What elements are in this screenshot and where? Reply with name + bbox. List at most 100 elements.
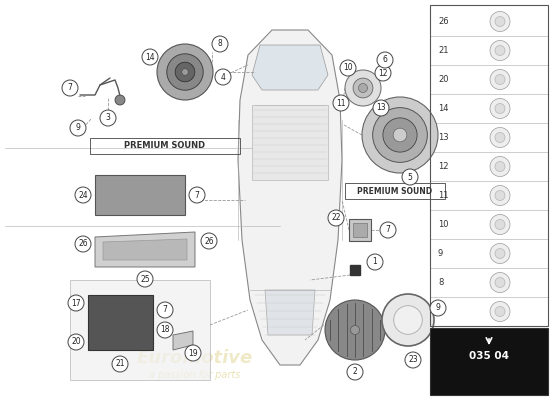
Circle shape <box>182 69 188 75</box>
Circle shape <box>359 84 367 92</box>
Text: 13: 13 <box>376 104 386 112</box>
Circle shape <box>393 128 407 142</box>
Circle shape <box>495 104 505 114</box>
Circle shape <box>100 110 116 126</box>
Circle shape <box>375 65 391 81</box>
Circle shape <box>373 108 427 162</box>
Bar <box>430 328 548 395</box>
Text: 1: 1 <box>373 258 377 266</box>
Text: 10: 10 <box>438 220 448 229</box>
Circle shape <box>157 302 173 318</box>
Circle shape <box>70 120 86 136</box>
Circle shape <box>490 98 510 118</box>
Circle shape <box>75 187 91 203</box>
Bar <box>90 138 240 154</box>
Text: 12: 12 <box>438 162 448 171</box>
Text: 14: 14 <box>438 104 448 113</box>
Circle shape <box>340 60 356 76</box>
Circle shape <box>137 271 153 287</box>
Polygon shape <box>238 30 342 365</box>
Circle shape <box>353 78 373 98</box>
Circle shape <box>350 326 360 334</box>
Text: 3: 3 <box>106 114 111 122</box>
Text: 11: 11 <box>438 191 448 200</box>
Text: 8: 8 <box>438 278 443 287</box>
Circle shape <box>490 244 510 264</box>
Circle shape <box>215 69 231 85</box>
Text: 26: 26 <box>78 240 88 248</box>
Text: 22: 22 <box>331 214 341 222</box>
Polygon shape <box>252 45 328 90</box>
Text: 25: 25 <box>140 274 150 284</box>
Polygon shape <box>252 105 328 180</box>
Circle shape <box>490 156 510 176</box>
Text: 7: 7 <box>438 307 443 316</box>
Text: 26: 26 <box>204 236 214 246</box>
Circle shape <box>490 40 510 60</box>
Circle shape <box>345 70 381 106</box>
Circle shape <box>495 190 505 200</box>
Circle shape <box>185 345 201 361</box>
Text: PREMIUM SOUND: PREMIUM SOUND <box>358 186 432 196</box>
Circle shape <box>490 214 510 234</box>
Text: 12: 12 <box>378 68 388 78</box>
Bar <box>88 295 153 350</box>
Circle shape <box>495 46 505 56</box>
Text: 9: 9 <box>438 249 443 258</box>
Circle shape <box>382 294 434 346</box>
Text: 7: 7 <box>163 306 167 314</box>
Circle shape <box>430 300 446 316</box>
Circle shape <box>167 54 203 90</box>
Text: 14: 14 <box>145 52 155 62</box>
Circle shape <box>112 356 128 372</box>
Circle shape <box>495 132 505 142</box>
Bar <box>345 183 445 199</box>
Circle shape <box>157 44 213 100</box>
Text: Euromotive: Euromotive <box>137 349 253 367</box>
Circle shape <box>495 278 505 288</box>
Text: 13: 13 <box>438 133 449 142</box>
Circle shape <box>495 248 505 258</box>
Circle shape <box>189 187 205 203</box>
Bar <box>353 223 367 237</box>
Circle shape <box>490 302 510 322</box>
Circle shape <box>383 118 417 152</box>
Circle shape <box>201 233 217 249</box>
Circle shape <box>212 36 228 52</box>
Text: a passion for parts: a passion for parts <box>149 370 241 380</box>
Text: 11: 11 <box>336 98 346 108</box>
Text: 20: 20 <box>71 338 81 346</box>
Bar <box>70 280 210 380</box>
Text: 9: 9 <box>436 304 441 312</box>
Text: 18: 18 <box>160 326 170 334</box>
Circle shape <box>325 300 385 360</box>
Text: 23: 23 <box>408 356 418 364</box>
Circle shape <box>142 49 158 65</box>
Text: 4: 4 <box>221 72 225 82</box>
Text: 2: 2 <box>353 368 358 376</box>
Text: 7: 7 <box>195 190 200 200</box>
Circle shape <box>373 100 389 116</box>
Text: PREMIUM SOUND: PREMIUM SOUND <box>124 142 206 150</box>
Bar <box>95 175 185 215</box>
Circle shape <box>62 80 78 96</box>
Circle shape <box>380 222 396 238</box>
Circle shape <box>405 352 421 368</box>
Text: 5: 5 <box>408 172 412 182</box>
Polygon shape <box>265 290 315 335</box>
Circle shape <box>328 210 344 226</box>
Circle shape <box>367 254 383 270</box>
Circle shape <box>157 322 173 338</box>
Circle shape <box>495 162 505 172</box>
Circle shape <box>333 95 349 111</box>
Polygon shape <box>173 331 193 350</box>
Circle shape <box>175 62 195 82</box>
Text: 035 04: 035 04 <box>469 351 509 361</box>
Text: 26: 26 <box>438 17 449 26</box>
Circle shape <box>394 306 422 334</box>
Circle shape <box>490 70 510 90</box>
Circle shape <box>490 12 510 32</box>
Text: 20: 20 <box>438 75 448 84</box>
Circle shape <box>115 95 125 105</box>
Text: 17: 17 <box>71 298 81 308</box>
